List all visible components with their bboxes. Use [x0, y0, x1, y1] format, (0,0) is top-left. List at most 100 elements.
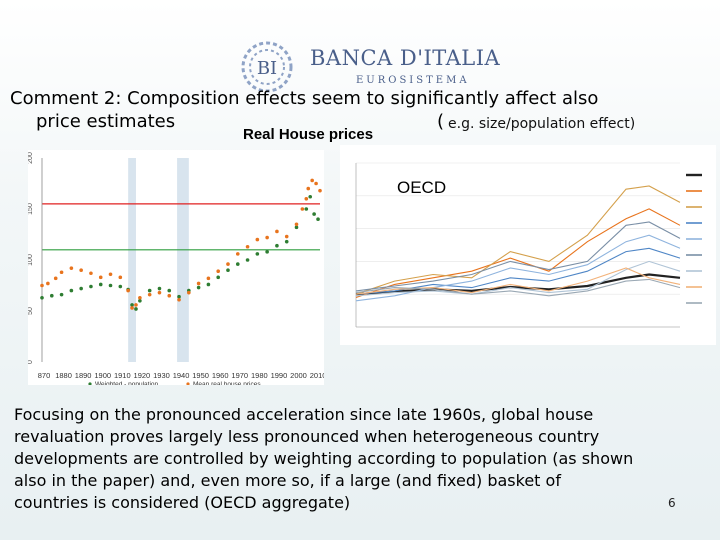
x-tick-label: 1890: [75, 371, 92, 380]
oecd-series-line: [355, 221, 681, 292]
logo-name: BANCA D'ITALIA: [310, 46, 501, 70]
weighted-population-point: [206, 282, 211, 287]
oecd-series-line: [355, 185, 681, 295]
x-tick-label: 1920: [134, 371, 151, 380]
mean-price-point: [40, 283, 44, 288]
mean-price-point: [46, 281, 50, 286]
weighted-population-point: [40, 295, 44, 300]
oecd-series-line: [355, 247, 681, 295]
mean-price-point: [177, 297, 181, 302]
chart-background: [340, 145, 716, 345]
legend-weighted-label: Weighted - population: [95, 381, 159, 385]
slide-title-line2: price estimates: [36, 111, 176, 132]
weighted-population-point: [98, 282, 103, 287]
slide-title-line1: Comment 2: Composition effects seem to s…: [10, 88, 599, 109]
body-line: also in the paper) and, even more so, if…: [14, 471, 561, 490]
weighted-population-point: [312, 212, 316, 216]
x-tick-label: 1940: [173, 371, 190, 380]
mean-price-point: [300, 207, 305, 211]
bank-logo: BI BANCA D'ITALIA EUROSISTEMA: [238, 40, 500, 93]
legend-mean-label: Mean real house prices: [193, 381, 261, 385]
mean-price-point: [138, 295, 142, 300]
x-tick-label: 1960: [212, 371, 229, 380]
mean-price-point: [69, 266, 74, 270]
mean-price-point: [118, 275, 123, 280]
chart-background: [28, 150, 324, 385]
shaded-period: [128, 158, 136, 362]
mean-price-point: [157, 290, 162, 295]
weighted-population-point: [235, 262, 240, 266]
mean-price-point: [206, 276, 211, 281]
x-tick-label: 1990: [271, 371, 288, 380]
mean-price-point: [265, 235, 269, 240]
mean-price-point: [126, 288, 130, 293]
weighted-population-point: [245, 258, 250, 262]
mean-price-point: [53, 276, 58, 281]
logo-emblem-icon: BI: [241, 41, 293, 93]
mean-price-point: [245, 244, 250, 249]
weighted-population-point: [157, 286, 162, 291]
x-tick-label: 1980: [251, 371, 268, 380]
left-chart-title: Real House prices: [243, 126, 374, 143]
weighted-population-point: [284, 239, 289, 244]
oecd-chart: [340, 145, 716, 345]
weighted-population-point: [308, 194, 313, 199]
x-tick-label: 1900: [94, 371, 111, 380]
oecd-label: OECD: [397, 178, 447, 197]
title-note: e.g. size/population effect): [448, 116, 636, 132]
weighted-population-point: [304, 207, 309, 211]
mean-price-point: [306, 186, 311, 191]
legend-weighted-marker: [88, 382, 92, 385]
mean-price-point: [59, 270, 64, 275]
y-tick-label: 0: [28, 360, 34, 364]
body-line: Focusing on the pronounced acceleration …: [14, 405, 594, 424]
mean-price-point: [275, 229, 279, 234]
mean-price-point: [167, 293, 172, 298]
legend-mean-marker: [186, 382, 190, 385]
x-tick-label: 1930: [153, 371, 170, 380]
mean-price-point: [310, 178, 314, 183]
slide-number: 6: [668, 496, 676, 510]
weighted-population-point: [177, 294, 181, 299]
weighted-population-point: [265, 250, 269, 254]
x-tick-label: 1970: [231, 371, 248, 380]
mean-price-point: [79, 268, 83, 272]
weighted-population-point: [294, 225, 299, 230]
chart-legend: Weighted - population Mean real house pri…: [88, 381, 261, 385]
weighted-population-point: [134, 307, 138, 311]
weighted-population-point: [108, 283, 113, 288]
body-line: developments are controlled by weighting…: [14, 449, 634, 468]
mean-price-point: [314, 181, 318, 186]
oecd-series-line: [355, 278, 681, 297]
mean-price-point: [318, 188, 322, 193]
mean-price-point: [235, 252, 240, 256]
x-tick-label: 2010: [310, 371, 324, 380]
mean-price-point: [98, 275, 103, 280]
mean-price-point: [130, 306, 134, 310]
weighted-population-point: [138, 299, 142, 303]
mean-price-point: [226, 262, 230, 266]
weighted-population-point: [69, 288, 74, 293]
weighted-population-point: [255, 252, 260, 256]
y-tick-label: 200: [28, 152, 34, 164]
mean-price-point: [216, 269, 220, 274]
oecd-series-line: [355, 260, 681, 297]
weighted-population-point: [167, 288, 172, 293]
x-tick-label: 1910: [114, 371, 131, 380]
mean-price-point: [187, 290, 191, 295]
mean-price-point: [304, 197, 309, 201]
mean-price-point: [108, 272, 113, 277]
weighted-population-point: [216, 275, 220, 280]
shaded-period: [177, 158, 189, 362]
body-line: revaluation proves largely less pronounc…: [14, 427, 600, 446]
weighted-population-point: [226, 268, 230, 272]
real-house-prices-chart: 0501001502008701880189019001910192019301…: [28, 150, 324, 385]
weighted-population-point: [130, 303, 134, 307]
x-tick-label: 1950: [192, 371, 209, 380]
weighted-population-point: [316, 217, 320, 221]
x-tick-label: 2000: [290, 371, 307, 380]
weighted-population-point: [79, 286, 83, 291]
weighted-population-point: [118, 284, 123, 289]
title-open-paren: (: [437, 111, 445, 132]
mean-price-point: [134, 303, 138, 307]
